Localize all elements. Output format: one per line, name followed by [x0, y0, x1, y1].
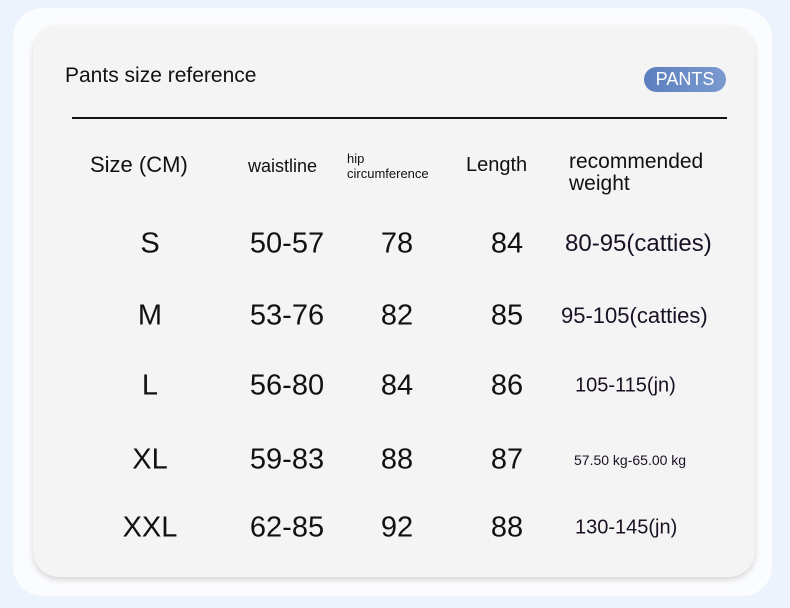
- header-weight: weight: [569, 172, 630, 195]
- cell-waist: 62-85: [249, 511, 325, 544]
- cell-length: 87: [490, 443, 524, 476]
- header-recommended: recommended: [569, 150, 704, 173]
- header-length: Length: [466, 154, 528, 176]
- cell-size: XXL: [122, 511, 178, 544]
- chart-title: Pants size reference: [65, 64, 257, 87]
- pants-badge: PANTS: [644, 67, 726, 92]
- cell-waist: 50-57: [249, 227, 325, 260]
- cell-waist: 56-80: [249, 369, 325, 402]
- divider: [72, 117, 727, 119]
- cell-size: XL: [132, 443, 168, 476]
- header-size: Size (CM): [90, 152, 188, 177]
- cell-hip: 92: [380, 511, 414, 544]
- cell-length: 85: [490, 299, 524, 332]
- cell-size: S: [140, 227, 160, 260]
- cell-hip: 84: [380, 369, 414, 402]
- cell-length: 86: [490, 369, 524, 402]
- cell-weight: 95-105(catties): [561, 303, 708, 328]
- cell-weight: 105-115(jn): [575, 374, 676, 397]
- cell-waist: 59-83: [249, 443, 325, 476]
- header-waistline: waistline: [248, 156, 318, 176]
- cell-length: 84: [490, 227, 524, 260]
- cell-waist: 53-76: [249, 299, 325, 332]
- cell-weight: 57.50 kg-65.00 kg: [574, 452, 687, 468]
- header-circumference: circumference: [347, 166, 429, 181]
- cell-weight: 80-95(catties): [565, 230, 712, 257]
- cell-hip: 78: [380, 227, 414, 260]
- cell-size: L: [141, 369, 159, 402]
- cell-weight: 130-145(jn): [575, 516, 678, 539]
- header-hip: hip: [347, 151, 365, 166]
- cell-hip: 88: [380, 443, 414, 476]
- cell-length: 88: [490, 511, 524, 544]
- cell-size: M: [137, 299, 163, 332]
- cell-hip: 82: [380, 299, 414, 332]
